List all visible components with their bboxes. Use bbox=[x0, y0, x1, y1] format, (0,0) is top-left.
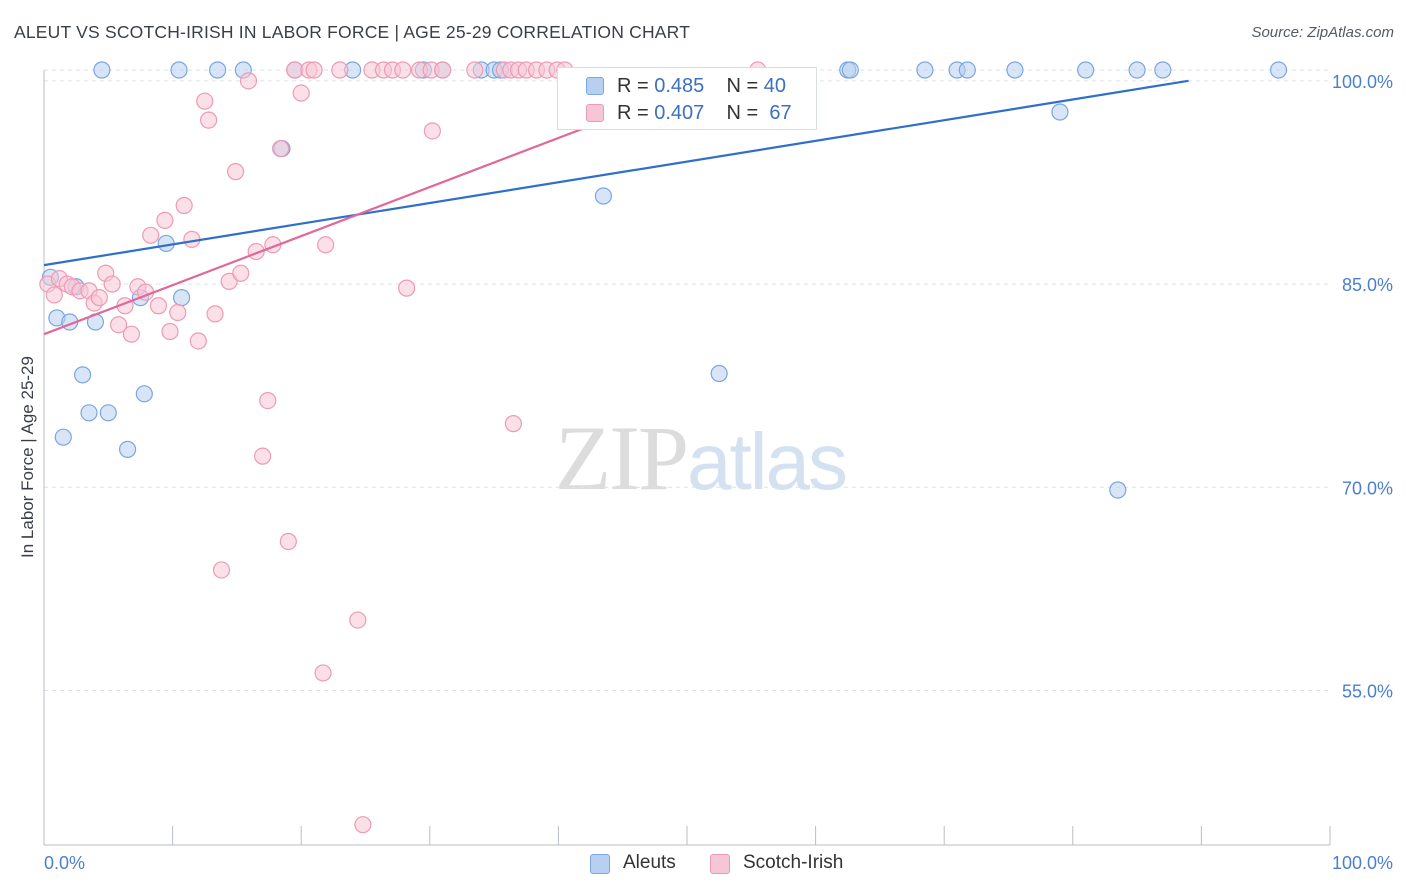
point-aleuts bbox=[841, 61, 859, 79]
point-aleuts bbox=[118, 440, 137, 458]
legend-swatch-scotch-irish bbox=[586, 104, 604, 122]
x-ticks bbox=[43, 826, 1331, 845]
point-scotch-irish bbox=[292, 84, 310, 102]
point-aleuts bbox=[1006, 61, 1024, 79]
point-aleuts bbox=[170, 61, 188, 79]
point-scotch-irish bbox=[239, 72, 258, 90]
point-scotch-irish bbox=[466, 61, 484, 79]
point-aleuts bbox=[916, 61, 934, 79]
watermark-atlas: atlas bbox=[687, 417, 848, 506]
x-tick-label-min: 0.0% bbox=[44, 853, 85, 873]
point-scotch-irish bbox=[331, 61, 349, 79]
point-aleuts bbox=[135, 385, 153, 403]
point-aleuts bbox=[54, 428, 72, 446]
point-scotch-irish bbox=[259, 391, 277, 410]
point-aleuts bbox=[93, 61, 111, 79]
x-tick-label-max: 100.0% bbox=[1332, 853, 1393, 873]
trend-line-aleuts bbox=[43, 79, 1189, 267]
point-scotch-irish bbox=[349, 611, 367, 629]
point-scotch-irish bbox=[227, 163, 245, 181]
point-scotch-irish bbox=[212, 561, 231, 579]
point-aleuts bbox=[1077, 61, 1095, 79]
point-aleuts bbox=[958, 61, 976, 79]
point-scotch-irish bbox=[314, 664, 332, 682]
legend-row-aleuts: R = 0.485 N = 40 bbox=[558, 75, 816, 101]
point-aleuts bbox=[1154, 61, 1172, 79]
axes bbox=[43, 70, 1330, 846]
point-scotch-irish bbox=[156, 211, 174, 229]
legend-stats-aleuts: R = 0.485 N = 40 bbox=[617, 75, 787, 97]
point-scotch-irish bbox=[220, 272, 238, 290]
watermark: ZIPatlas bbox=[555, 405, 848, 511]
bottom-legend-label-aleuts: Aleuts bbox=[623, 852, 676, 873]
point-scotch-irish bbox=[196, 92, 214, 110]
legend-swatch-aleuts bbox=[586, 77, 604, 95]
chart-title: ALEUT VS SCOTCH-IRISH IN LABOR FORCE | A… bbox=[14, 22, 691, 42]
point-scotch-irish bbox=[394, 61, 412, 79]
bottom-legend-label-scotch-irish: Scotch-Irish bbox=[743, 852, 844, 873]
legend-n-value-aleuts: 40 bbox=[763, 75, 787, 97]
point-aleuts bbox=[1128, 61, 1146, 79]
point-scotch-irish bbox=[122, 325, 141, 343]
point-scotch-irish bbox=[272, 139, 290, 158]
point-scotch-irish bbox=[279, 532, 297, 551]
point-aleuts bbox=[73, 366, 92, 384]
point-scotch-irish bbox=[103, 275, 121, 293]
point-scotch-irish bbox=[434, 61, 452, 79]
point-scotch-irish bbox=[161, 322, 179, 341]
source-credit: Source: ZipAtlas.com bbox=[1251, 24, 1394, 41]
point-aleuts bbox=[209, 61, 227, 79]
point-scotch-irish bbox=[189, 332, 207, 350]
point-scotch-irish bbox=[90, 289, 108, 307]
legend-row-scotch-irish: R = 0.407 N = 67 bbox=[558, 102, 816, 128]
y-tick-labels: 100.0% 85.0% 70.0% 55.0% bbox=[1332, 72, 1393, 702]
point-scotch-irish bbox=[200, 111, 218, 129]
point-scotch-irish bbox=[254, 447, 272, 465]
point-aleuts bbox=[1109, 481, 1127, 499]
stats-legend: R = 0.485 N = 40 R = 0.407 N = 67 bbox=[557, 67, 817, 130]
point-aleuts bbox=[173, 289, 191, 307]
point-aleuts bbox=[594, 187, 613, 205]
point-scotch-irish bbox=[423, 122, 441, 140]
point-scotch-irish bbox=[232, 264, 250, 282]
y-tick-label: 85.0% bbox=[1342, 275, 1393, 295]
point-scotch-irish bbox=[169, 303, 187, 322]
point-aleuts bbox=[80, 404, 98, 422]
point-scotch-irish bbox=[305, 61, 323, 79]
point-aleuts bbox=[1051, 103, 1069, 121]
point-scotch-irish bbox=[45, 286, 63, 304]
point-aleuts bbox=[1269, 61, 1288, 79]
y-tick-label: 55.0% bbox=[1342, 682, 1393, 702]
point-scotch-irish bbox=[354, 816, 372, 834]
y-tick-label: 70.0% bbox=[1342, 478, 1393, 498]
legend-r-value-aleuts: 0.485 bbox=[654, 75, 705, 97]
point-aleuts bbox=[99, 404, 117, 422]
gridlines bbox=[44, 69, 1330, 692]
point-scotch-irish bbox=[149, 297, 168, 315]
watermark-zip: ZIP bbox=[555, 407, 689, 509]
y-tick-label: 100.0% bbox=[1332, 72, 1393, 92]
point-scotch-irish bbox=[504, 415, 522, 433]
bottom-legend-swatch-scotch-irish bbox=[710, 854, 730, 874]
data-points bbox=[39, 61, 1288, 834]
point-scotch-irish bbox=[317, 236, 335, 254]
legend-r-value-scotch-irish: 0.407 bbox=[654, 102, 705, 124]
bottom-legend-swatch-aleuts bbox=[590, 854, 610, 874]
point-scotch-irish bbox=[398, 279, 416, 297]
point-scotch-irish bbox=[206, 305, 224, 323]
point-scotch-irish bbox=[142, 226, 160, 244]
point-scotch-irish bbox=[109, 316, 128, 334]
legend-n-value-scotch-irish: 67 bbox=[769, 102, 792, 124]
legend-stats-scotch-irish: R = 0.407 N = 67 bbox=[617, 102, 792, 124]
point-aleuts bbox=[710, 364, 728, 383]
point-scotch-irish bbox=[175, 196, 193, 215]
